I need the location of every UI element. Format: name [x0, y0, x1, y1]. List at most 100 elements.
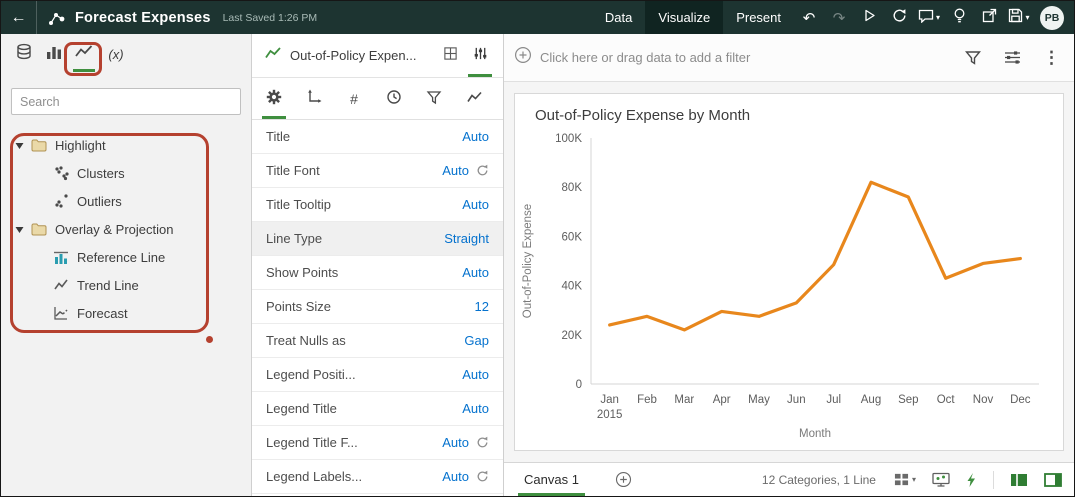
insights-button[interactable] — [944, 1, 974, 34]
redo-button[interactable]: ↷ — [824, 1, 854, 34]
tree-item-forecast[interactable]: Forecast — [1, 299, 251, 327]
filter-funnel-button[interactable] — [964, 49, 982, 66]
svg-text:2015: 2015 — [597, 409, 623, 421]
back-button[interactable]: ← — [1, 1, 37, 34]
property-value[interactable]: Auto — [462, 265, 489, 280]
undo-button[interactable]: ↶ — [794, 1, 824, 34]
tab-analytics[interactable] — [69, 34, 99, 74]
tab-values[interactable]: # — [334, 78, 374, 119]
right-panel-toggle-button[interactable] — [1044, 472, 1062, 487]
line-chart-card[interactable]: Out-of-Policy Expense by Month 0 20K 40K 60… — [514, 93, 1064, 451]
grid-view-button[interactable] — [435, 34, 465, 77]
property-row-points-size[interactable]: Points Size 12 — [252, 290, 503, 324]
property-row-legend-position[interactable]: Legend Positi... Auto — [252, 358, 503, 392]
property-row-legend-title[interactable]: Legend Title Auto — [252, 392, 503, 426]
tree-item-clusters[interactable]: Clusters — [1, 159, 251, 187]
reset-icon[interactable] — [476, 470, 489, 483]
function-fx-icon: (x) — [108, 46, 124, 62]
preview-button[interactable] — [854, 1, 884, 34]
svg-text:Dec: Dec — [1010, 394, 1031, 406]
tab-analytics-props[interactable] — [454, 78, 494, 119]
svg-text:Sep: Sep — [898, 394, 918, 406]
property-row-treat-nulls[interactable]: Treat Nulls as Gap — [252, 324, 503, 358]
tab-data-elements[interactable] — [9, 34, 39, 74]
kebab-menu-button[interactable]: ⋮ — [1043, 47, 1060, 67]
property-row-legend-title-font[interactable]: Legend Title F... Auto — [252, 426, 503, 460]
property-value[interactable]: Auto — [462, 197, 489, 212]
tree-item-label: Reference Line — [77, 249, 166, 265]
top-bar-actions: Data Visualize Present ↶ ↷ — [592, 1, 1074, 34]
chevron-down-icon: ▾ — [1025, 13, 1030, 22]
nav-data[interactable]: Data — [604, 10, 633, 25]
property-value[interactable]: Auto — [462, 401, 489, 416]
left-panel-toggle-button[interactable] — [1010, 473, 1028, 487]
database-icon — [15, 43, 33, 66]
reset-icon[interactable] — [476, 164, 489, 177]
line-chart-svg: 0 20K 40K 60K 80K 100K Jan Feb Mar Apr May Jun Jul Au… — [522, 133, 1039, 440]
property-row-title-tooltip[interactable]: Title Tooltip Auto — [252, 188, 503, 222]
filter-settings-button[interactable] — [1004, 50, 1021, 65]
property-value[interactable]: 12 — [474, 299, 489, 314]
tab-visualizations[interactable] — [39, 34, 69, 74]
axis-icon — [306, 89, 322, 108]
comment-button[interactable]: ▾ — [914, 1, 944, 34]
tree-item-trend-line[interactable]: Trend Line — [1, 271, 251, 299]
property-row-line-type[interactable]: Line Type Straight — [252, 222, 503, 256]
property-value[interactable]: Auto — [462, 367, 489, 382]
refresh-data-button[interactable] — [884, 1, 914, 34]
reset-icon[interactable] — [476, 436, 489, 449]
canvas-tab-1[interactable]: Canvas 1 — [516, 463, 587, 496]
open-window-button[interactable] — [974, 1, 1004, 34]
nav-visualize[interactable]: Visualize — [645, 1, 724, 34]
svg-text:Apr: Apr — [713, 394, 731, 406]
property-label: Legend Title F... — [266, 435, 358, 450]
last-saved-text: Last Saved 1:26 PM — [222, 11, 318, 24]
layout-grid-button[interactable]: ▾ — [894, 472, 916, 487]
properties-toggle-button[interactable] — [465, 34, 495, 77]
property-value[interactable]: Auto — [442, 435, 469, 450]
main-area: (x) Highlight — [1, 34, 1074, 496]
property-row-show-points[interactable]: Show Points Auto — [252, 256, 503, 290]
user-avatar[interactable]: PB — [1040, 5, 1064, 30]
tree-item-overlay-projection[interactable]: Overlay & Projection — [1, 215, 251, 243]
tab-axis[interactable] — [294, 78, 334, 119]
filter-bar[interactable]: Click here or drag data to add a filter … — [504, 34, 1074, 82]
clock-icon — [386, 89, 402, 108]
svg-text:80K: 80K — [562, 182, 583, 194]
filter-prompt[interactable]: Click here or drag data to add a filter — [540, 50, 751, 65]
property-row-title[interactable]: Title Auto — [252, 120, 503, 154]
tree-item-reference-line[interactable]: Reference Line — [1, 243, 251, 271]
property-label: Title Tooltip — [266, 197, 332, 212]
bar-chart-icon — [45, 43, 63, 66]
expand-caret-icon[interactable] — [15, 225, 27, 234]
property-label: Legend Labels... — [266, 469, 363, 484]
auto-apply-bolt-icon[interactable] — [966, 472, 977, 488]
property-value[interactable]: Auto — [442, 163, 469, 178]
tab-general[interactable] — [254, 78, 294, 119]
property-row-legend-labels[interactable]: Legend Labels... Auto — [252, 460, 503, 494]
monitor-icon[interactable] — [932, 472, 950, 488]
tab-filters[interactable] — [414, 78, 454, 119]
property-value[interactable]: Auto — [462, 129, 489, 144]
status-text: 12 Categories, 1 Line — [761, 472, 876, 487]
nav-present[interactable]: Present — [736, 10, 781, 25]
tab-calculations[interactable]: (x) — [99, 34, 133, 74]
expand-caret-icon[interactable] — [15, 141, 27, 150]
lightbulb-icon — [953, 8, 966, 28]
grid-icon — [443, 46, 458, 66]
tree-item-outliers[interactable]: Outliers — [1, 187, 251, 215]
add-filter-icon[interactable] — [514, 46, 532, 69]
property-value[interactable]: Straight — [444, 231, 489, 246]
property-row-title-font[interactable]: Title Font Auto — [252, 154, 503, 188]
tab-date-time[interactable] — [374, 78, 414, 119]
save-button[interactable]: ▾ — [1004, 1, 1034, 34]
search-input[interactable] — [12, 94, 240, 109]
number-sign-icon: # — [350, 90, 358, 107]
add-canvas-button[interactable] — [615, 471, 632, 488]
play-icon — [863, 9, 876, 26]
search-box[interactable] — [11, 88, 241, 115]
tree-item-highlight[interactable]: Highlight — [1, 131, 251, 159]
property-value[interactable]: Gap — [464, 333, 489, 348]
folder-icon — [31, 138, 49, 152]
property-value[interactable]: Auto — [442, 469, 469, 484]
